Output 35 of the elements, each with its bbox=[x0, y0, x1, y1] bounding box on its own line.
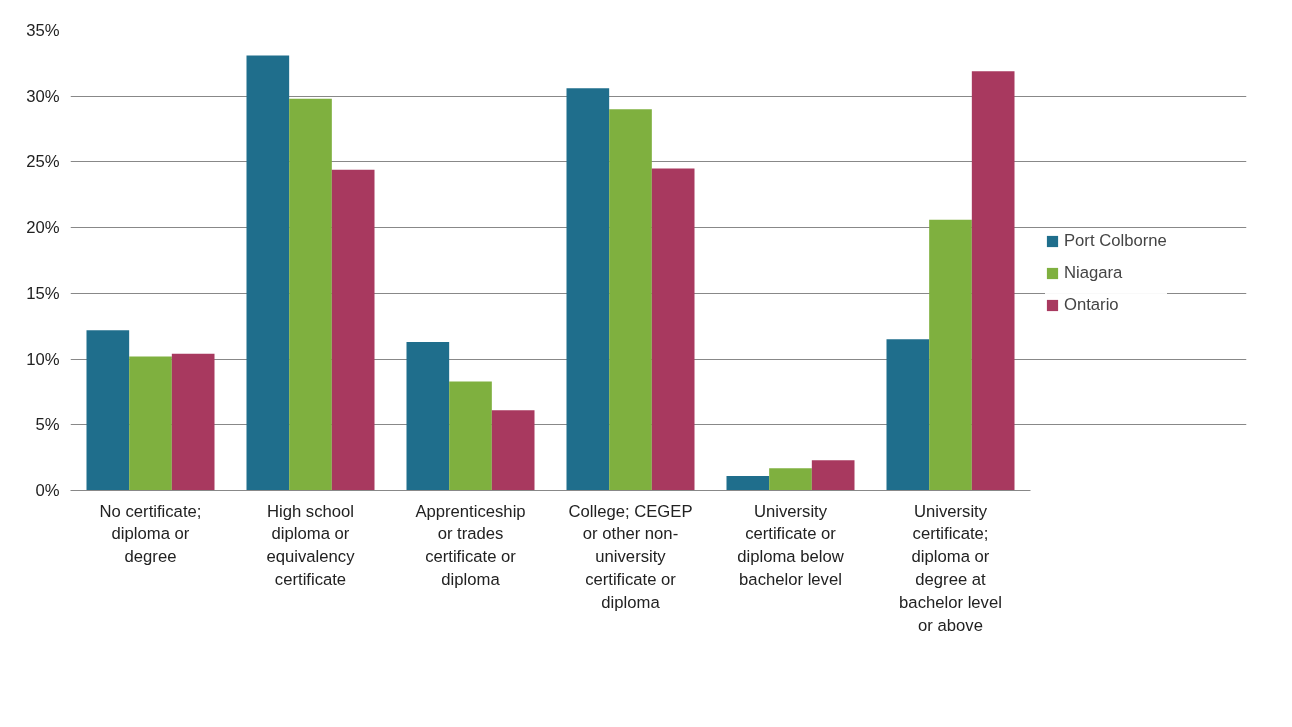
bar bbox=[609, 109, 652, 491]
bar bbox=[129, 356, 172, 491]
y-tick-label: 15% bbox=[26, 283, 60, 303]
x-tick-label: University certificate; diploma or degree at bachelor level or above bbox=[899, 501, 1002, 635]
bar bbox=[289, 98, 332, 491]
bar bbox=[726, 476, 770, 491]
bar bbox=[811, 460, 855, 491]
y-tick-label: 20% bbox=[26, 218, 60, 238]
y-tick-label: 0% bbox=[35, 481, 60, 500]
bar bbox=[449, 381, 492, 491]
bar bbox=[886, 339, 930, 491]
legend-label: Port Colborne bbox=[1064, 231, 1167, 251]
bar bbox=[929, 219, 972, 491]
bar bbox=[406, 341, 450, 491]
bar bbox=[651, 168, 695, 491]
bar bbox=[769, 468, 812, 491]
bar bbox=[331, 169, 375, 491]
y-tick-label: 35% bbox=[26, 21, 60, 40]
x-tick-label: Apprenticeship or trades certificate or diploma bbox=[415, 501, 526, 589]
x-tick-label: College; CEGEP or other non-university certificate or diploma bbox=[568, 501, 693, 612]
legend-label: Niagara bbox=[1064, 263, 1123, 283]
y-tick-label: 5% bbox=[35, 415, 60, 435]
x-tick-label: No certificate; diploma or degree bbox=[99, 501, 202, 567]
x-tick-label: High school diploma or equivalency certificate bbox=[266, 501, 356, 589]
bar bbox=[566, 88, 610, 491]
y-tick-label: 25% bbox=[26, 152, 60, 172]
bar bbox=[246, 55, 290, 491]
y-tick-label: 10% bbox=[26, 349, 60, 369]
x-tick-label: University certificate or diploma below bachelor level bbox=[737, 501, 845, 589]
bar bbox=[86, 330, 130, 491]
bar bbox=[971, 71, 1015, 491]
y-tick-label: 30% bbox=[26, 86, 60, 106]
legend-label: Ontario bbox=[1064, 295, 1119, 315]
bar bbox=[491, 410, 535, 491]
bar bbox=[171, 353, 215, 491]
